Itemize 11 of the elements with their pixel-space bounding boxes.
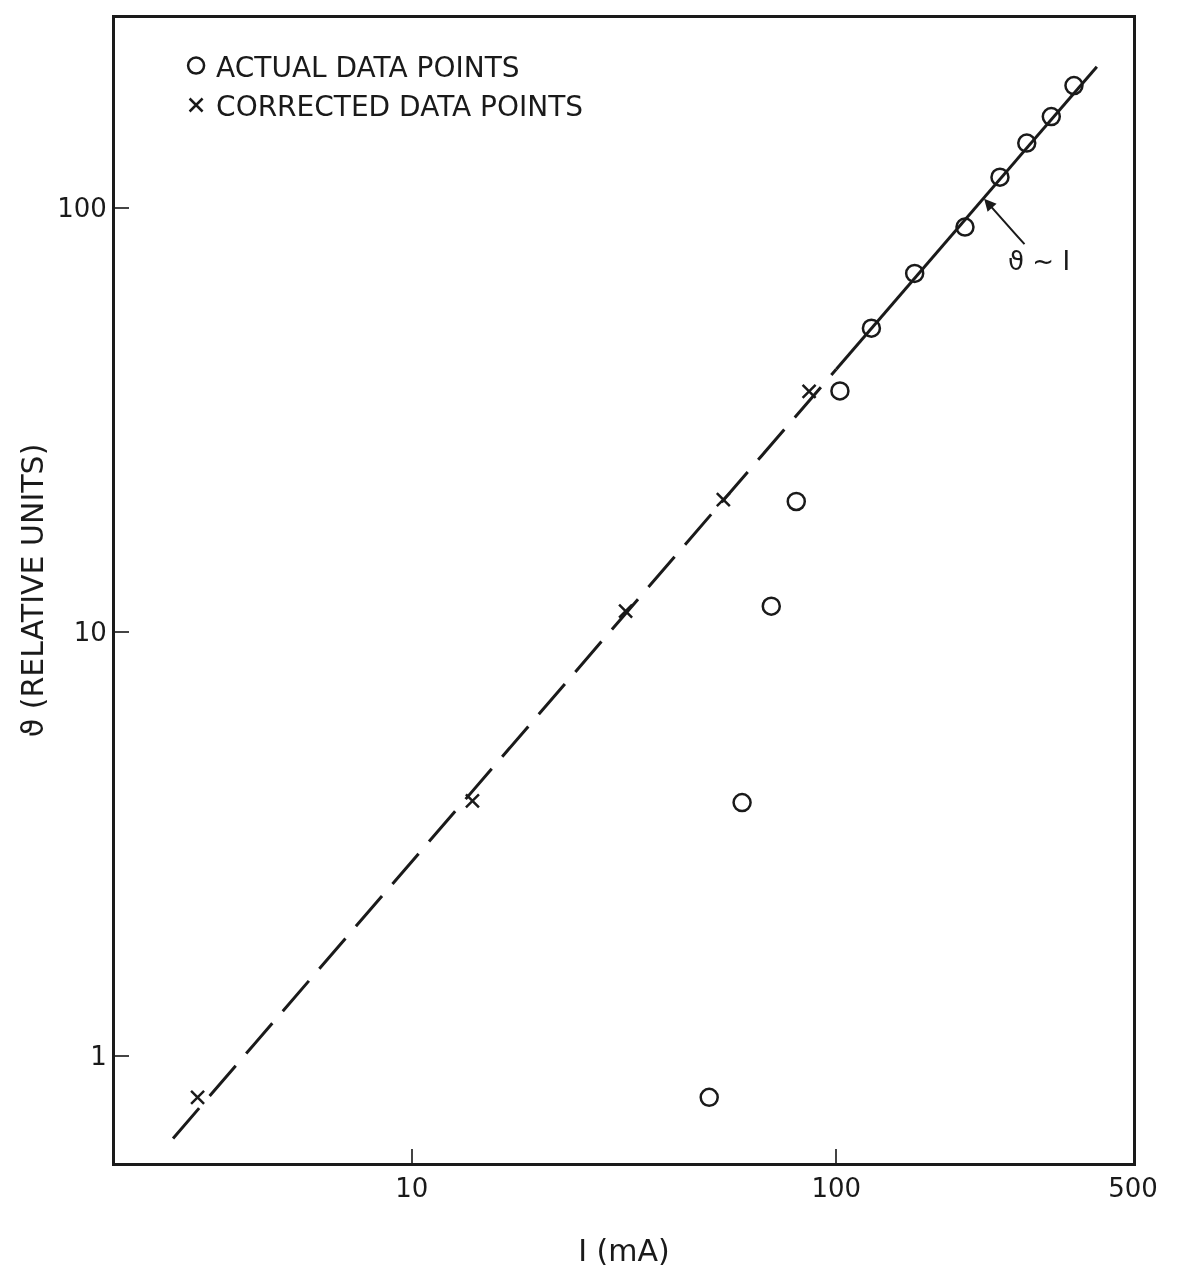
x-tick-label: 500 (1108, 1173, 1158, 1204)
y-tick-label: 10 (73, 617, 107, 648)
legend-label: ACTUAL DATA POINTS (216, 50, 520, 84)
y-tick-label: 100 (57, 192, 107, 223)
x-tick-label: 100 (811, 1173, 862, 1204)
y-tick-label: 1 (90, 1041, 107, 1072)
x-tick-label: 10 (395, 1173, 429, 1204)
legend-label: CORRECTED DATA POINTS (216, 89, 584, 123)
annotation: ϑ ~ I (1008, 246, 1071, 276)
x-axis-title: I (mA) (578, 1233, 670, 1268)
y-axis-title: ϑ (RELATIVE UNITS) (15, 443, 50, 738)
